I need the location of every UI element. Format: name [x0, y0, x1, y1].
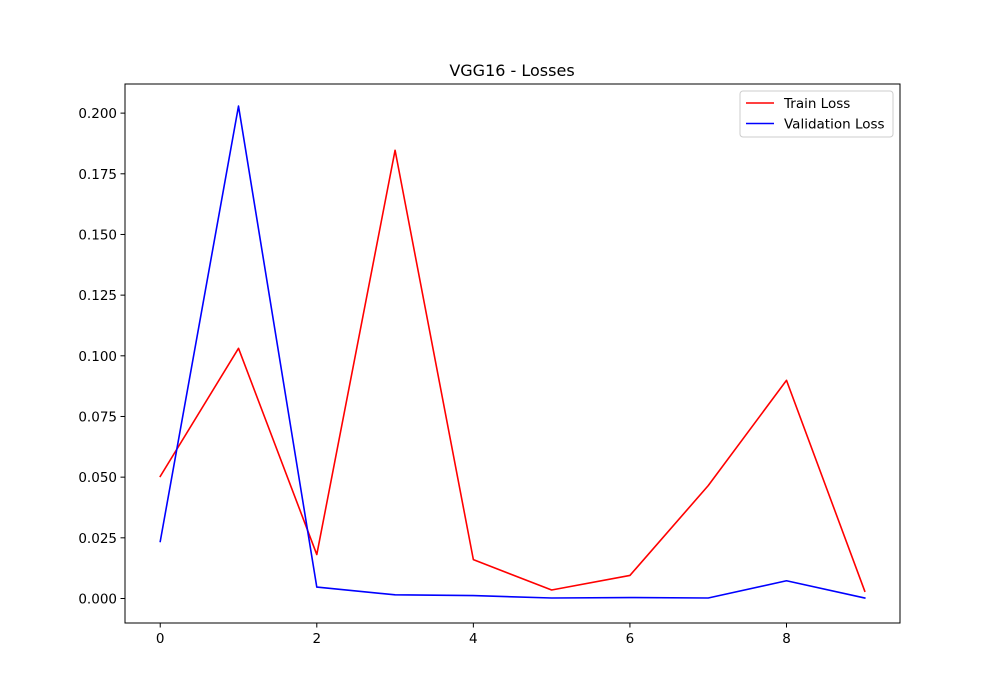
legend-label-validation-loss: Validation Loss [784, 117, 885, 133]
legend-label-train-loss: Train Loss [783, 96, 850, 112]
legend-box [739, 90, 894, 138]
y-tick-label: 0.125 [78, 288, 117, 304]
plot-area-frame [124, 83, 901, 624]
x-tick-label: 2 [312, 631, 321, 647]
x-tick-label: 4 [469, 631, 478, 647]
y-tick-label: 0.025 [78, 531, 117, 547]
x-tick-label: 6 [626, 631, 635, 647]
y-tick-label: 0.175 [78, 167, 117, 183]
y-tick-label: 0.150 [78, 227, 117, 243]
series-line-train-loss [159, 149, 866, 593]
legend: Train Loss Validation Loss [739, 90, 894, 138]
y-tick-label: 0.050 [78, 470, 117, 486]
y-tick-label: 0.200 [78, 106, 117, 122]
series-lines [159, 105, 866, 599]
y-tick-label: 0.100 [78, 349, 117, 365]
legend-entries: Train Loss Validation Loss [746, 96, 885, 133]
series-line-validation-loss [159, 105, 866, 599]
y-tick-label: 0.000 [78, 591, 117, 607]
x-tick-label: 8 [782, 631, 791, 647]
y-axis: 0.000 0.025 0.050 0.075 0.100 0.125 0.150 0.175… [78, 106, 125, 607]
x-axis: 0 2 4 6 8 [156, 623, 791, 647]
x-tick-label: 0 [156, 631, 165, 647]
chart-title: VGG16 - Losses [449, 61, 574, 80]
y-tick-label: 0.075 [78, 409, 117, 425]
